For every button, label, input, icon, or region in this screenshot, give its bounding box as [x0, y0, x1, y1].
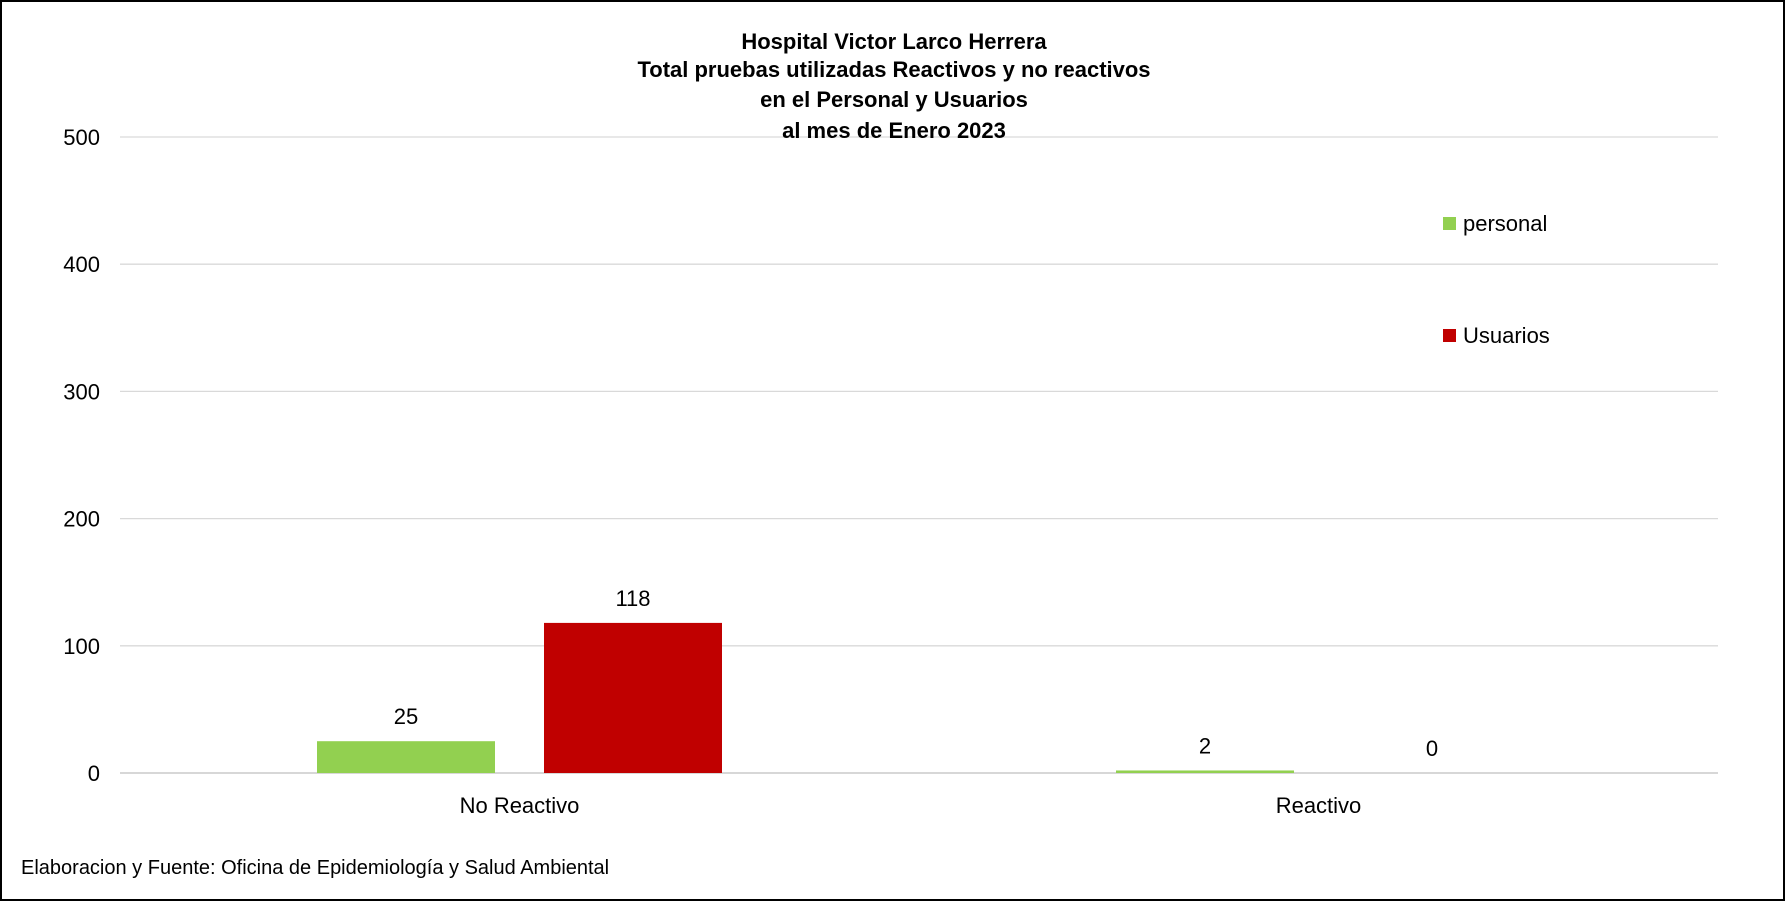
- chart-title: Hospital Victor Larco Herrera Total prue…: [637, 29, 1150, 143]
- y-tick-label: 0: [88, 761, 100, 786]
- bar-usuarios-no-reactivo: [544, 622, 722, 773]
- category-label: Reactivo: [1276, 793, 1362, 818]
- data-label: 0: [1426, 736, 1438, 761]
- legend-label: personal: [1463, 211, 1547, 236]
- bars: [317, 622, 1294, 773]
- category-label: No Reactivo: [460, 793, 580, 818]
- y-tick-label: 300: [63, 379, 100, 404]
- legend: personal Usuarios: [1443, 211, 1550, 348]
- data-label: 118: [615, 586, 650, 611]
- y-axis-ticks: 0 100 200 300 400 500: [63, 125, 100, 786]
- title-line-1: Hospital Victor Larco Herrera: [741, 29, 1047, 54]
- y-tick-label: 500: [63, 125, 100, 150]
- title-line-3: en el Personal y Usuarios: [760, 87, 1028, 112]
- source-note: Elaboracion y Fuente: Oficina de Epidemi…: [21, 857, 610, 879]
- data-label: 25: [394, 704, 418, 729]
- data-labels: 25 118 2 0: [394, 586, 1438, 761]
- y-tick-label: 200: [63, 507, 100, 532]
- y-tick-label: 100: [63, 634, 100, 659]
- data-label: 2: [1199, 733, 1211, 758]
- bar-personal-reactivo: [1116, 770, 1294, 773]
- legend-swatch: [1443, 329, 1456, 342]
- legend-label: Usuarios: [1463, 323, 1550, 348]
- category-labels: No Reactivo Reactivo: [460, 793, 1362, 818]
- y-tick-label: 400: [63, 252, 100, 277]
- title-line-2: Total pruebas utilizadas Reactivos y no …: [637, 57, 1150, 82]
- bar-personal-no-reactivo: [317, 741, 495, 773]
- title-line-4: al mes de Enero 2023: [782, 118, 1006, 143]
- legend-swatch: [1443, 217, 1456, 230]
